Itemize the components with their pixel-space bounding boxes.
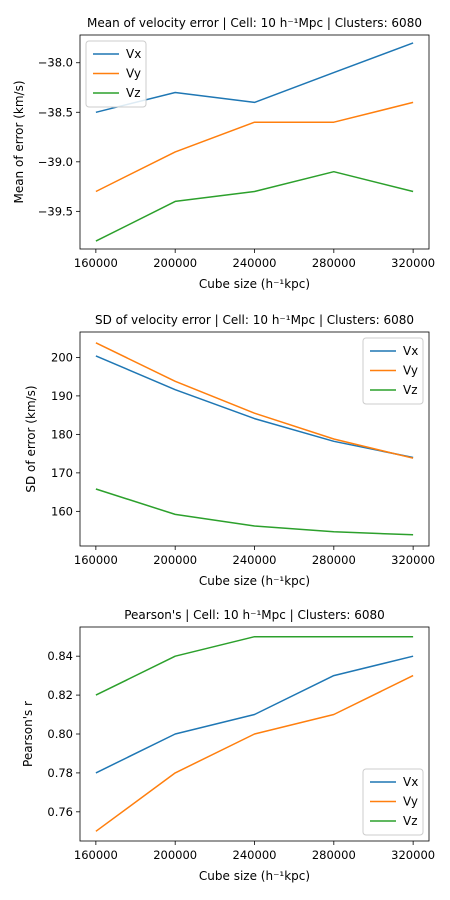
series-line-vx [95,655,414,774]
y-tick-label: 0.80 [47,727,73,741]
x-tick-label: 200000 [153,256,197,270]
legend-label-vy: Vy [403,364,418,378]
y-tick-label: 180 [51,427,73,441]
series-line-vy [95,674,414,832]
series-line-vz [95,488,414,536]
series-line-vy [95,101,414,193]
series-line-vx [95,42,414,114]
chart-panel-3: Pearson's | Cell: 10 h⁻¹Mpc | Clusters: … [21,608,435,883]
y-tick-label: 0.84 [47,649,73,663]
y-axis-label: Pearson's r [21,701,35,767]
y-tick-label: 200 [51,350,73,364]
legend-label-vx: Vx [403,344,418,358]
legend: Vx Vy Vz [362,768,424,836]
legend: Vx Vy Vz [362,337,424,405]
y-tick-label: 170 [51,466,73,480]
x-tick-label: 240000 [233,848,277,862]
series-line-vz [95,635,414,696]
x-tick-label: 280000 [312,256,356,270]
x-tick-label: 320000 [391,256,435,270]
legend-label-vx: Vx [126,47,141,61]
x-tick-label: 160000 [74,553,118,567]
y-tick-label: −38.0 [38,56,73,70]
x-tick-label: 200000 [153,848,197,862]
x-tick-label: 320000 [391,848,435,862]
y-tick-label: 0.76 [47,805,73,819]
x-axis-label: Cube size (h⁻¹kpc) [199,869,310,883]
x-tick-label: 160000 [74,848,118,862]
chart-panel-1: Mean of velocity error | Cell: 10 h⁻¹Mpc… [12,16,435,291]
y-axis-label: Mean of error (km/s) [12,80,26,203]
x-tick-label: 200000 [153,553,197,567]
chart-title: SD of velocity error | Cell: 10 h⁻¹Mpc |… [95,313,414,327]
y-axis-label: SD of error (km/s) [24,385,38,492]
x-tick-label: 320000 [391,553,435,567]
x-axis-label: Cube size (h⁻¹kpc) [199,277,310,291]
series-line-vx [95,355,414,459]
chart-title: Pearson's | Cell: 10 h⁻¹Mpc | Clusters: … [124,608,385,622]
chart-panel-2: SD of velocity error | Cell: 10 h⁻¹Mpc |… [24,313,435,588]
series-line-vz [95,170,414,242]
x-tick-label: 240000 [233,553,277,567]
y-tick-label: −39.5 [38,204,73,218]
x-axis-label: Cube size (h⁻¹kpc) [199,574,310,588]
y-tick-label: 160 [51,504,73,518]
series-line-vy [95,342,414,459]
y-tick-label: −38.5 [38,105,73,119]
legend-label-vy: Vy [403,795,418,809]
y-tick-label: 190 [51,389,73,403]
y-tick-label: 0.78 [47,766,73,780]
legend: Vx Vy Vz [85,40,147,108]
y-tick-label: 0.82 [47,688,73,702]
x-tick-label: 280000 [312,553,356,567]
legend-label-vz: Vz [403,814,418,828]
legend-label-vz: Vz [403,383,418,397]
legend-label-vz: Vz [126,86,141,100]
y-tick-label: −39.0 [38,155,73,169]
legend-label-vy: Vy [126,67,141,81]
x-tick-label: 240000 [233,256,277,270]
chart-title: Mean of velocity error | Cell: 10 h⁻¹Mpc… [87,16,422,30]
x-tick-label: 160000 [74,256,118,270]
x-tick-label: 280000 [312,848,356,862]
legend-label-vx: Vx [403,775,418,789]
